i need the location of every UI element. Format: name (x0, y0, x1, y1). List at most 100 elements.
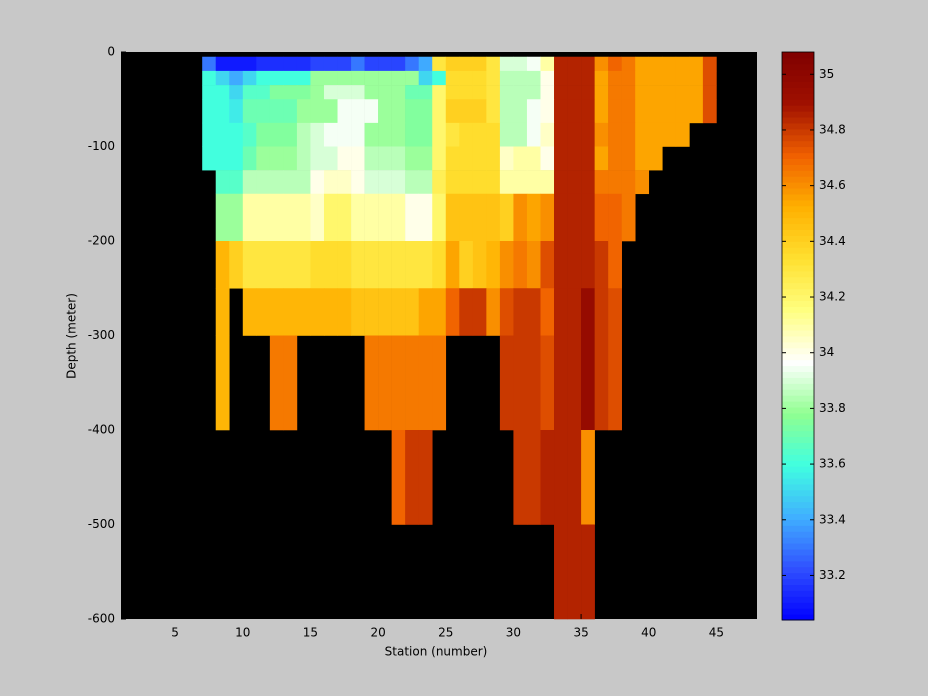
heat-cell (229, 70, 244, 86)
heat-cell (337, 56, 352, 72)
heat-cell (554, 85, 568, 100)
heat-cell (242, 146, 257, 171)
colorbar-tick-label: 33.2 (819, 568, 846, 582)
heat-cell (689, 70, 704, 86)
colorbar-band (782, 566, 814, 574)
heat-cell (283, 288, 298, 336)
heat-cell (662, 99, 677, 124)
heat-cell (337, 193, 352, 242)
heat-cell (337, 170, 352, 195)
heat-cell (310, 122, 325, 147)
heat-cell (459, 85, 474, 100)
heat-cell (445, 122, 460, 147)
heat-cell (526, 56, 541, 72)
heat-cell (283, 70, 298, 86)
heat-cell (513, 430, 528, 525)
heat-cell (472, 85, 487, 100)
colorbar-band (782, 158, 814, 165)
heat-cell (540, 193, 555, 242)
colorbar-band (782, 549, 814, 556)
heat-cell (459, 122, 474, 147)
heat-cell (378, 288, 392, 336)
heat-cell (635, 70, 650, 86)
heat-cell (499, 335, 514, 431)
x-tick-label: 45 (709, 626, 724, 640)
heat-cell (472, 288, 487, 336)
x-tick-label: 5 (171, 626, 179, 640)
colorbar-band (782, 241, 814, 248)
heat-cell (405, 56, 420, 72)
heat-cell (526, 122, 541, 147)
heat-cell (513, 335, 528, 431)
heat-cell (351, 170, 365, 195)
heat-cell (513, 193, 528, 242)
colorbar-band (782, 223, 814, 230)
heat-cell (391, 288, 406, 336)
colorbar-band (782, 472, 814, 479)
colorbar-band (782, 590, 814, 597)
x-tick-label: 35 (573, 626, 588, 640)
heat-cell (567, 241, 582, 289)
heat-cell (364, 70, 379, 86)
heat-cell (567, 122, 582, 147)
heat-cell (648, 56, 663, 72)
heat-cell (283, 122, 298, 147)
heat-cell (554, 70, 568, 86)
colorbar-band (782, 294, 814, 301)
heat-cell (499, 288, 514, 336)
heat-cell (608, 288, 622, 336)
heat-cell (215, 85, 230, 100)
heat-cell (256, 56, 271, 72)
colorbar-band (782, 288, 814, 296)
heat-cell (554, 241, 568, 289)
heat-cell (351, 99, 365, 124)
heat-cell (526, 146, 541, 171)
colorbar-band (782, 312, 814, 319)
colorbar-band (782, 371, 814, 378)
heat-cell (256, 146, 271, 171)
heat-cell (202, 122, 217, 147)
heat-cell (378, 241, 392, 289)
heat-cell (323, 85, 338, 100)
colorbar-band (782, 259, 814, 266)
heat-cell (351, 146, 365, 171)
heat-cell (418, 56, 433, 72)
heat-cell (337, 146, 352, 171)
heat-cell (513, 56, 528, 72)
colorbar-band (782, 407, 814, 414)
colorbar-band (782, 57, 814, 65)
x-tick-label: 15 (303, 626, 318, 640)
heat-cell (418, 241, 433, 289)
y-tick-label: -600 (88, 612, 115, 626)
heat-cell (323, 241, 338, 289)
heat-cell (364, 122, 379, 147)
colorbar-band (782, 324, 814, 331)
heat-cell (405, 70, 420, 86)
colorbar-band (782, 478, 814, 485)
heat-cell (486, 85, 501, 100)
colorbar-band (782, 217, 814, 225)
heat-cell (459, 241, 474, 289)
heat-cell (540, 70, 555, 86)
colorbar-band (782, 495, 814, 503)
heat-cell (215, 193, 230, 242)
heat-cell (418, 146, 433, 171)
heat-cell (432, 122, 447, 147)
heat-cell (323, 170, 338, 195)
heat-cell (391, 241, 406, 289)
heat-cell (594, 99, 609, 124)
heat-cell (391, 99, 406, 124)
colorbar-band (782, 128, 814, 136)
heat-cell (567, 85, 582, 100)
heat-cell (540, 99, 555, 124)
heat-cell (296, 70, 311, 86)
heat-cell (405, 288, 420, 336)
heat-cell (215, 56, 230, 72)
heat-cell (202, 56, 217, 72)
heat-cell (364, 170, 379, 195)
heat-cell (621, 170, 636, 195)
heat-cell (283, 335, 298, 431)
colorbar-band (782, 111, 814, 118)
